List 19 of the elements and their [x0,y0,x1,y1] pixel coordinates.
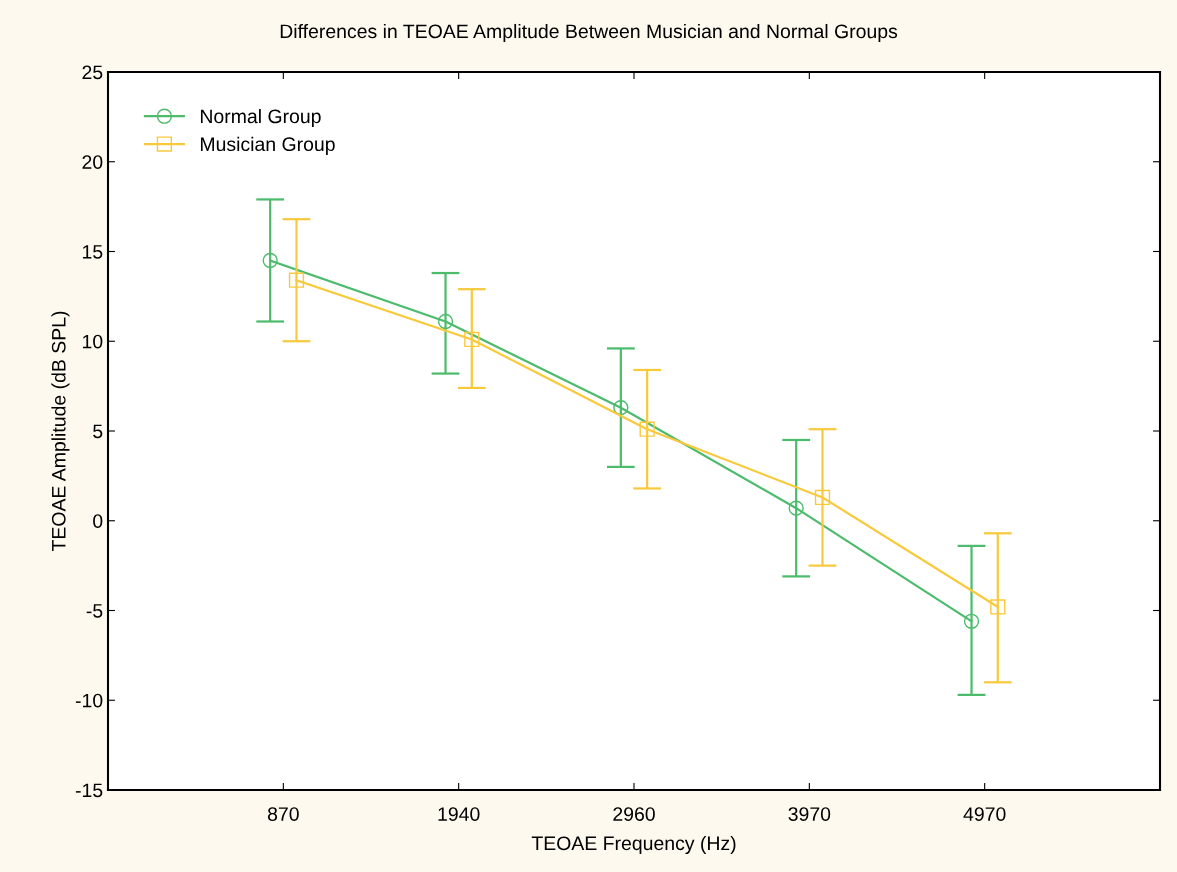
y-tick-label: -5 [86,604,103,618]
y-tick-label: 5 [93,424,103,439]
y-tick-label: 20 [82,155,103,169]
legend-label: Musician Group [200,136,335,155]
y-tick-label: 10 [83,334,103,349]
y-tick-label: 0 [93,514,103,528]
y-tick-label: 15 [83,245,103,259]
x-tick-label: 4970 [963,807,1006,821]
x-axis-title: TEOAE Frequency (Hz) [531,835,736,855]
x-tick-label: 2960 [613,807,655,821]
y-tick-label: -15 [75,783,103,798]
x-tick-label: 3970 [788,807,831,821]
legend-label: Normal Group [200,108,321,128]
chart-title: Differences in TEOAE Amplitude Between Musician and Normal Groups [280,23,898,43]
y-tick-label: -10 [75,693,103,708]
x-tick-label: 870 [267,807,299,821]
y-tick-label: 25 [82,65,103,80]
x-tick-label: 1940 [438,807,480,821]
y-axis-title: TEOAE Amplitude (dB SPL) [51,311,70,552]
